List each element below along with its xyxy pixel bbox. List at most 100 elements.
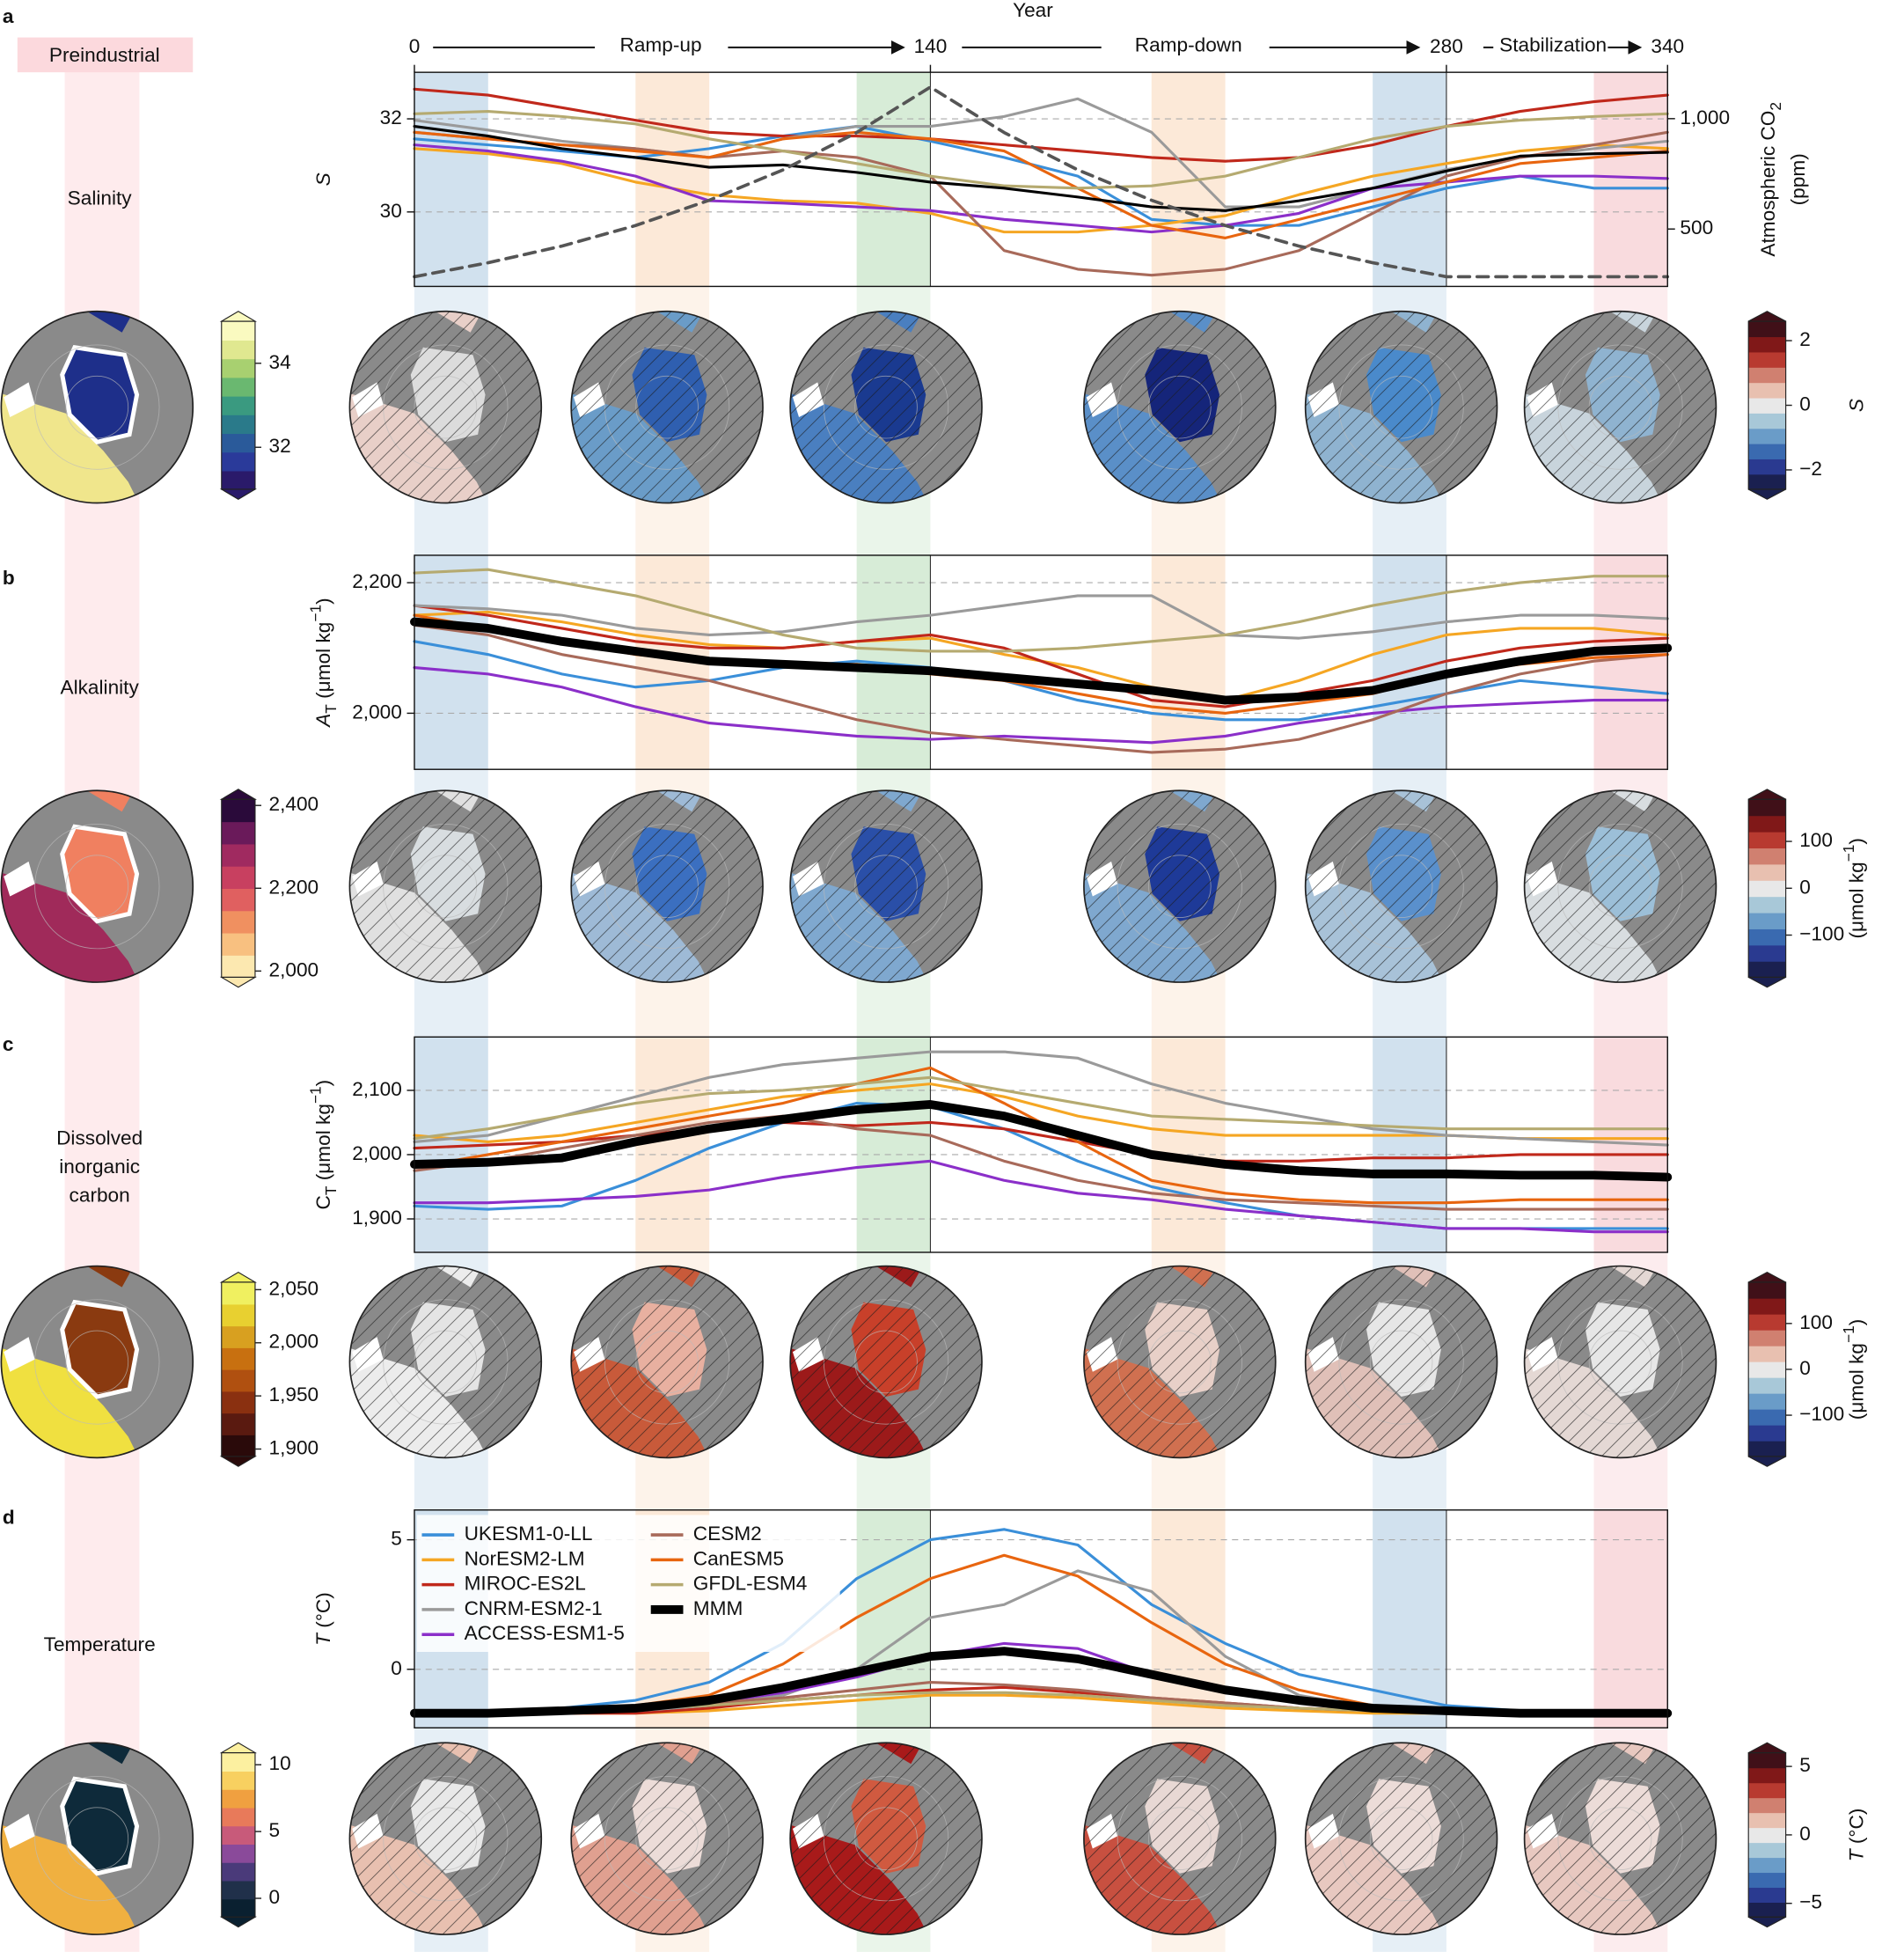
colorbar-tick-label: 100	[1799, 1311, 1833, 1333]
series-line	[413, 1050, 1669, 1147]
map-basin	[60, 1776, 140, 1876]
preindustrial-header: Preindustrial	[49, 44, 160, 66]
y-tick-label: 30	[380, 200, 402, 222]
colorbar-tick-label: 100	[1799, 829, 1833, 851]
colorbar-step	[221, 321, 255, 341]
colorbar-step	[1748, 1297, 1786, 1315]
colorbar-step	[1748, 1313, 1786, 1331]
colorbar-step	[221, 1281, 255, 1305]
y2-axis-label-part: (ppm)	[1787, 153, 1809, 205]
map-hatch	[790, 1743, 982, 1935]
map-hatch	[349, 1266, 542, 1458]
period-band	[1151, 1037, 1226, 1252]
map-outline	[1083, 1265, 1277, 1459]
series-line	[410, 1647, 1673, 1718]
map	[1, 1743, 194, 1935]
map	[1305, 1266, 1498, 1458]
map-hatch	[571, 790, 764, 983]
colorbar-step	[1748, 1872, 1786, 1889]
legend-label: CESM2	[693, 1523, 762, 1545]
colorbar-step	[1748, 1767, 1786, 1784]
colorbar-label-part: )	[1846, 838, 1868, 845]
map-hatch	[1305, 790, 1498, 983]
colorbar-tick-label: 5	[269, 1819, 281, 1841]
colorbar-tick-label: 32	[269, 435, 291, 457]
map-outline	[1523, 310, 1717, 504]
colorbar-cap	[219, 311, 258, 322]
map-land-patch	[4, 382, 35, 417]
colorbar-frame	[221, 1752, 256, 1918]
period-band	[1151, 1509, 1226, 1728]
colorbar-step	[221, 1369, 255, 1392]
colorbar-step	[221, 451, 255, 472]
y-tick-label: 2,000	[352, 701, 402, 723]
y-tick-label: 2,000	[352, 1142, 402, 1164]
map	[1, 1266, 194, 1458]
colorbar-step	[1748, 1361, 1786, 1378]
colorbar-label-part: )	[1846, 1319, 1868, 1326]
legend-label: NorESM2-LM	[465, 1547, 585, 1569]
colorbar-label-part: (°C)	[1846, 1809, 1868, 1850]
colorbar-cap	[1747, 488, 1786, 500]
colorbar-step	[1748, 880, 1786, 898]
colorbar-label-part: −1	[1840, 845, 1857, 862]
map	[1, 311, 194, 503]
map-outline	[348, 1265, 543, 1459]
colorbar-step	[221, 470, 255, 490]
panel-label: b	[3, 567, 15, 589]
map	[1524, 790, 1717, 983]
colorbar-step	[1748, 428, 1786, 444]
map-land-patch	[4, 1337, 35, 1372]
colorbar-step	[1748, 1345, 1786, 1362]
colorbar-step	[221, 910, 255, 934]
period-band	[414, 72, 488, 287]
colorbar-frame	[221, 1281, 256, 1457]
panel-label: c	[3, 1033, 14, 1055]
map	[1524, 1266, 1717, 1458]
map-outline	[1304, 789, 1498, 983]
colorbar-step	[1748, 1857, 1786, 1874]
colorbar-tick-label: 10	[269, 1752, 291, 1774]
map-hatch	[790, 790, 982, 983]
colorbar-step	[1748, 351, 1786, 368]
colorbar-step	[1748, 382, 1786, 399]
map-hatch	[1305, 1743, 1498, 1935]
map-hatch	[1305, 1266, 1498, 1458]
colorbar-cap	[1747, 789, 1786, 800]
y-axis-label-part: −1	[306, 605, 324, 622]
colorbar-step	[1748, 928, 1786, 946]
map-outline	[570, 789, 764, 983]
y-axis-label: AT (μmol kg−1)	[306, 598, 339, 728]
map-outline	[570, 310, 764, 504]
colorbar-tick-label: 2	[1799, 328, 1811, 350]
map-outline	[1083, 789, 1277, 983]
y2-axis-label-part: Atmospheric CO	[1757, 111, 1779, 257]
colorbar-step	[221, 415, 255, 435]
colorbar-step	[221, 358, 255, 378]
colorbar-cap	[1747, 976, 1786, 988]
y-axis-label-part: A	[312, 714, 334, 729]
y-axis-label-part: (°C)	[312, 1592, 334, 1633]
y-axis-label-part: )	[312, 1080, 334, 1087]
map	[349, 311, 542, 503]
colorbar-step	[1748, 1797, 1786, 1814]
colorbar-cap	[219, 1916, 258, 1928]
map-outline	[0, 1265, 194, 1459]
map	[1, 790, 194, 983]
colorbar-tick-label: 2,200	[269, 876, 319, 898]
colorbar-label: (μmol kg−1)	[1840, 1319, 1868, 1420]
map-hatch	[1524, 790, 1717, 983]
colorbar-cap	[219, 1271, 258, 1283]
y-axis-label-part: (μmol kg	[312, 622, 334, 705]
colorbar-step	[221, 932, 255, 956]
x-tick-label: 280	[1430, 35, 1463, 57]
map-outline	[1083, 1742, 1277, 1935]
map-outline	[570, 1265, 764, 1459]
period-band	[1373, 1037, 1446, 1252]
map-ocean	[84, 1266, 135, 1288]
map-outline	[1304, 1265, 1498, 1459]
map	[790, 311, 982, 503]
y-axis-label-part: −1	[306, 1086, 324, 1104]
colorbar-step	[1748, 1812, 1786, 1829]
